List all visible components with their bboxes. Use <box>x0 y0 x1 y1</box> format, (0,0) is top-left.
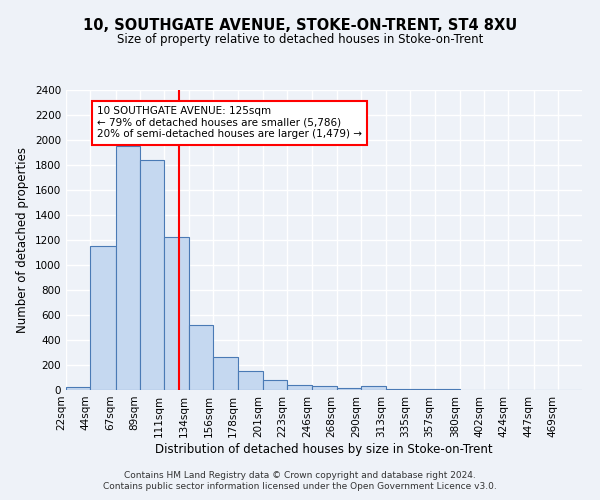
Bar <box>337 388 361 390</box>
Bar <box>164 237 189 390</box>
Bar <box>189 325 214 390</box>
Bar <box>140 160 164 390</box>
Bar <box>90 246 116 390</box>
X-axis label: Distribution of detached houses by size in Stoke-on-Trent: Distribution of detached houses by size … <box>155 442 493 456</box>
Bar <box>116 146 140 390</box>
Bar <box>287 385 313 390</box>
Bar <box>361 386 386 390</box>
Text: 10 SOUTHGATE AVENUE: 125sqm
← 79% of detached houses are smaller (5,786)
20% of : 10 SOUTHGATE AVENUE: 125sqm ← 79% of det… <box>97 106 362 140</box>
Text: Size of property relative to detached houses in Stoke-on-Trent: Size of property relative to detached ho… <box>117 32 483 46</box>
Bar <box>263 380 287 390</box>
Bar <box>313 386 337 390</box>
Text: Contains public sector information licensed under the Open Government Licence v3: Contains public sector information licen… <box>103 482 497 491</box>
Text: 10, SOUTHGATE AVENUE, STOKE-ON-TRENT, ST4 8XU: 10, SOUTHGATE AVENUE, STOKE-ON-TRENT, ST… <box>83 18 517 32</box>
Y-axis label: Number of detached properties: Number of detached properties <box>16 147 29 333</box>
Bar <box>238 371 263 390</box>
Text: Contains HM Land Registry data © Crown copyright and database right 2024.: Contains HM Land Registry data © Crown c… <box>124 471 476 480</box>
Bar <box>66 387 90 390</box>
Bar <box>214 357 238 390</box>
